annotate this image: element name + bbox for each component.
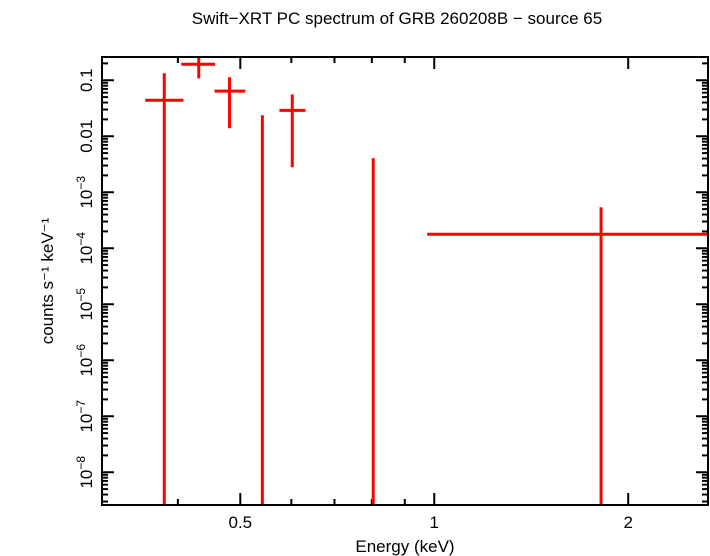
y-tick-label: 10−3 xyxy=(74,176,96,209)
x-tick-label: 1 xyxy=(430,513,439,532)
plot-frame xyxy=(101,56,709,506)
data-point xyxy=(427,207,708,505)
y-tick-label: 10−6 xyxy=(74,344,96,377)
x-axis-label: Energy (keV) xyxy=(355,537,454,556)
y-tick-label: 0.01 xyxy=(77,120,96,153)
data-point xyxy=(145,73,184,505)
y-tick-label: 10−4 xyxy=(74,232,96,265)
y-axis-label: counts s⁻¹ keV⁻¹ xyxy=(38,217,57,344)
data-point xyxy=(214,77,246,129)
chart-title: Swift−XRT PC spectrum of GRB 260208B − s… xyxy=(192,9,602,28)
y-tick-label: 10−7 xyxy=(74,400,96,433)
y-tick-label: 0.1 xyxy=(77,68,96,92)
data-point xyxy=(181,57,216,79)
data-point xyxy=(279,94,306,168)
y-tick-label: 10−8 xyxy=(74,456,96,489)
x-tick-label: 0.5 xyxy=(228,513,252,532)
x-tick-label: 2 xyxy=(623,513,632,532)
y-tick-label: 10−5 xyxy=(74,288,96,321)
